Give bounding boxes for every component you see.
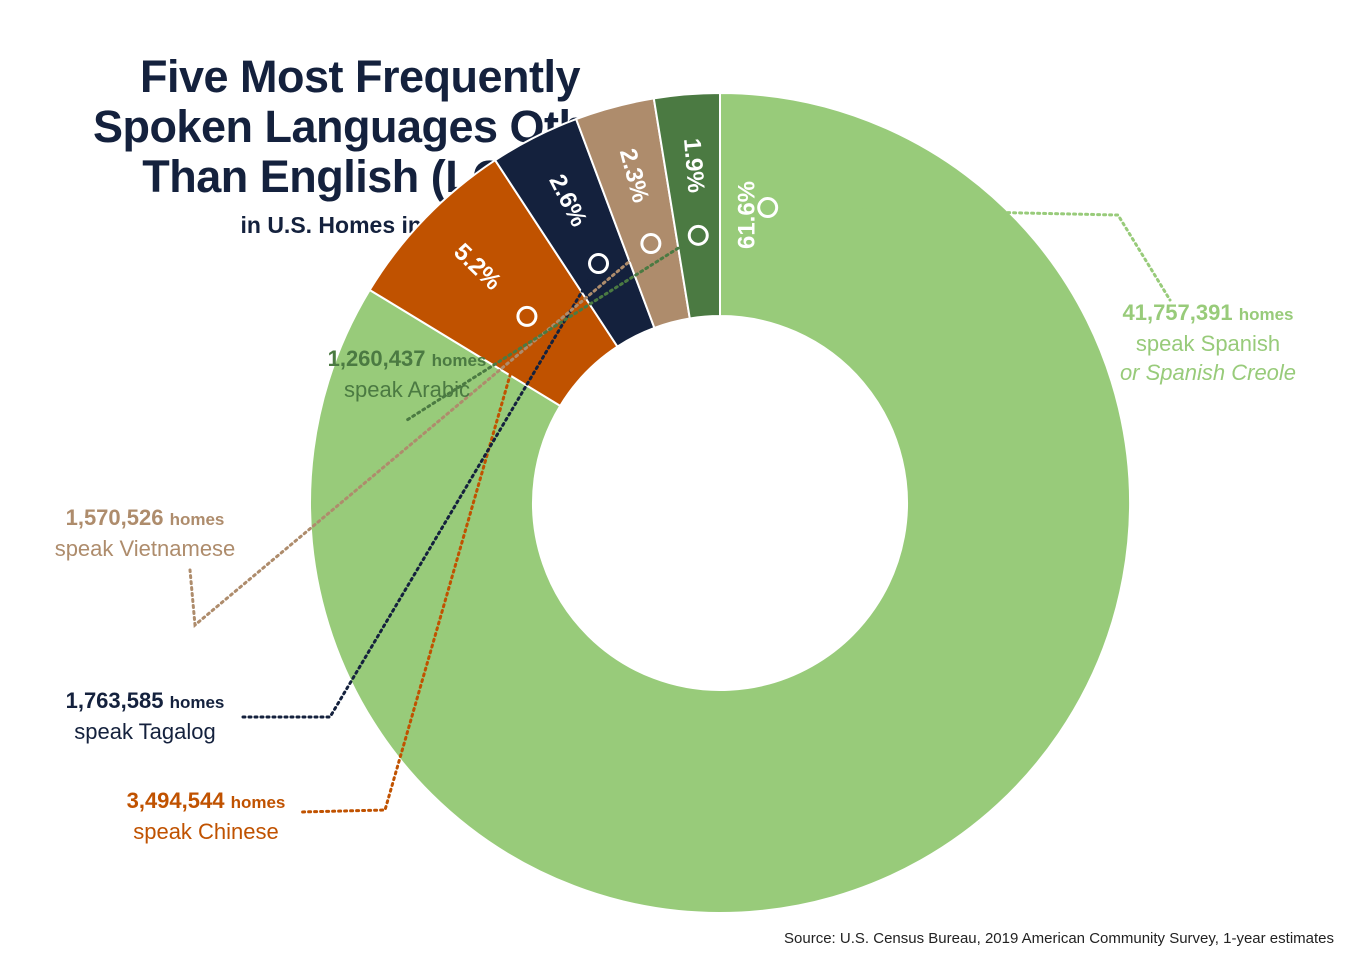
label-chinese: 3,494,544 homes speak Chinese (106, 786, 306, 846)
label-vietnamese: 1,570,526 homes speak Vietnamese (45, 503, 245, 563)
anchor-dot-chinese (516, 305, 538, 327)
percent-label-arabic: 1.9% (678, 137, 709, 194)
slice-spanish (309, 91, 1131, 914)
label-chinese-line1: speak Chinese (133, 819, 279, 844)
label-arabic-value: 1,260,437 (327, 346, 426, 371)
label-arabic-line1: speak Arabic (344, 377, 470, 402)
label-tagalog-unit: homes (169, 693, 225, 712)
percent-label-spanish: 61.6% (733, 181, 760, 249)
anchor-dot-arabic (687, 224, 709, 246)
label-vietnamese-line1: speak Vietnamese (54, 536, 236, 561)
title-line-1: Five Most Frequently (139, 51, 581, 102)
label-vietnamese-unit: homes (169, 510, 225, 529)
leader-line-tagalog (241, 262, 601, 719)
label-spanish-unit: homes (1238, 305, 1294, 324)
anchor-dot-spanish (757, 197, 779, 219)
leader-line-arabic (405, 233, 700, 422)
label-vietnamese-value: 1,570,526 (65, 505, 164, 530)
slice-arabic (652, 91, 721, 320)
label-spanish-value: 41,757,391 (1122, 300, 1233, 325)
leader-line-vietnamese (188, 242, 653, 628)
label-spanish-line1: speak Spanish (1135, 331, 1281, 356)
label-arabic: 1,260,437 homes speak Arabic (307, 344, 507, 404)
label-chinese-value: 3,494,544 (126, 788, 225, 813)
label-tagalog-line1: speak Tagalog (74, 719, 216, 744)
label-chinese-unit: homes (230, 793, 286, 812)
label-tagalog: 1,763,585 homes speak Tagalog (45, 686, 245, 746)
label-tagalog-value: 1,763,585 (65, 688, 164, 713)
anchor-dot-tagalog (588, 253, 610, 275)
label-arabic-unit: homes (431, 351, 487, 370)
label-spanish: 41,757,391 homes speak Spanish or Spanis… (1108, 298, 1308, 387)
leader-line-chinese (298, 314, 529, 814)
source-note: Source: U.S. Census Bureau, 2019 America… (784, 930, 1334, 947)
leader-line-spanish (766, 206, 1172, 302)
anchor-dot-vietnamese (640, 233, 662, 255)
label-spanish-line2: or Spanish Creole (1119, 360, 1297, 385)
